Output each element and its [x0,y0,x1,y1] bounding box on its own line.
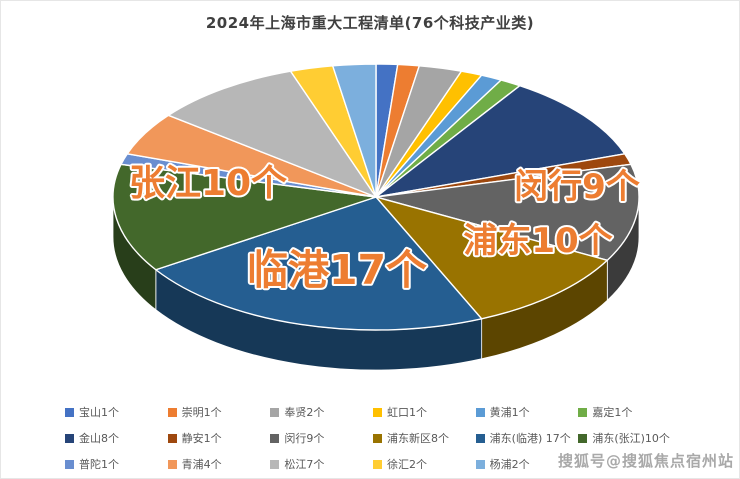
pie-data-label-3: 临港17个 [247,246,427,294]
legend-swatch [372,407,382,417]
legend-swatch [167,407,177,417]
legend-label: 杨浦2个 [489,458,530,471]
pie-depth-layer [112,196,640,371]
chart-legend: 宝山1个 崇明1个 奉贤2个 虹口1个 黄浦1个 嘉定1个金山8个 静安1个 闵行9个 浦东新区… [65,399,681,477]
legend-swatch [167,433,177,443]
legend-swatch [578,407,588,417]
legend-item: 浦东(张江)10个 [578,430,681,446]
legend-item: 杨浦2个 [475,456,579,472]
legend-swatch [475,433,485,443]
legend-item: 普陀1个 [65,456,168,472]
legend-item: 闵行9个 [270,430,373,446]
legend-label: 黄浦1个 [489,406,530,419]
legend-swatch [270,433,280,443]
legend-swatch [65,459,74,469]
legend-label: 静安1个 [181,432,222,445]
legend-label: 普陀1个 [79,458,119,471]
legend-label: 嘉定1个 [592,406,633,419]
pie-slice-9 [375,196,609,320]
legend-swatch [65,407,74,417]
legend-item: 奉贤2个 [270,404,373,420]
pie-top-layer [112,63,640,331]
legend-item: 宝山1个 [65,404,168,420]
legend-swatch [167,459,177,469]
legend-label: 松江7个 [284,458,325,471]
legend-swatch [372,433,382,443]
legend-label: 金山8个 [79,432,119,445]
legend-item: 青浦4个 [167,456,271,472]
pie-slice-11 [112,163,377,271]
pie-data-label-1: 闵行9个 [514,167,640,207]
legend-item: 崇明1个 [167,404,271,420]
watermark-text: 搜狐号@搜狐焦点宿州站 [557,452,734,470]
chart-title: 2024年上海市重大工程清单(76个科技产业类) [205,14,535,32]
legend-item: 松江7个 [270,456,373,472]
legend-item: 黄浦1个 [475,404,579,420]
pie-data-label-0: 张江10个 [129,163,287,204]
legend-swatch [475,407,485,417]
legend-item: 静安1个 [167,430,271,446]
legend-label: 浦东(临港) 17个 [489,432,571,445]
legend-swatch [475,459,485,469]
legend-label: 崇明1个 [181,406,222,419]
legend-item: 嘉定1个 [578,404,681,420]
pie-slice-10 [155,196,483,331]
legend-label: 虹口1个 [386,406,427,419]
pie-slice-8 [375,163,640,262]
legend-swatch [372,459,382,469]
pie-slice-16 [332,63,377,198]
legend-label: 徐汇2个 [386,458,427,471]
legend-swatch [578,433,588,443]
legend-swatch [270,459,280,469]
legend-label: 宝山1个 [79,406,119,419]
legend-item: 徐汇2个 [372,456,476,472]
legend-item: 浦东(临港) 17个 [475,430,579,446]
legend-item: 金山8个 [65,430,168,446]
legend-label: 奉贤2个 [284,406,325,419]
pie-slice-6 [375,84,626,198]
legend-label: 闵行9个 [284,432,325,445]
legend-item: 浦东新区8个 [372,430,476,446]
legend-item: 虹口1个 [372,404,476,420]
legend-label: 浦东新区8个 [386,432,449,445]
pie-data-label-2: 浦东10个 [463,221,612,261]
legend-label: 浦东(张江)10个 [592,432,670,445]
legend-label: 青浦4个 [181,458,222,471]
pie-slice-14 [167,70,377,198]
legend-swatch [270,407,280,417]
legend-swatch [65,433,74,443]
